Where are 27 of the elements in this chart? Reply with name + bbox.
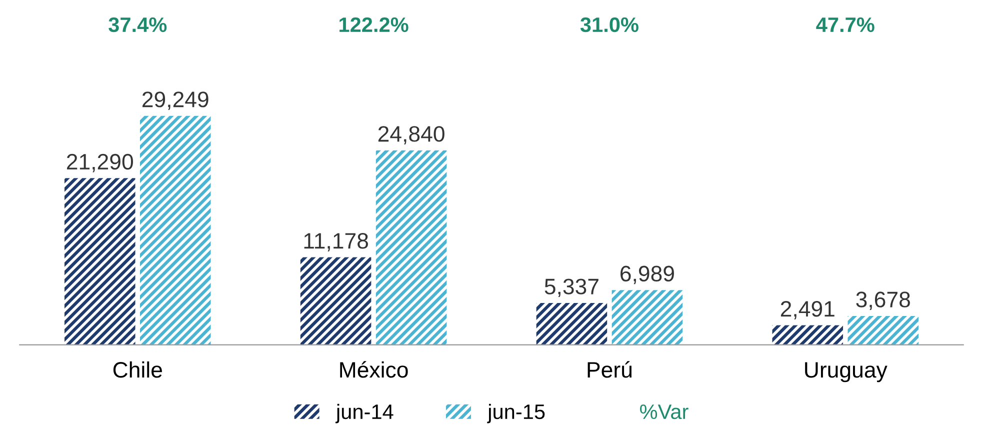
bar bbox=[848, 316, 919, 345]
bar bbox=[772, 325, 844, 345]
bar bbox=[64, 178, 136, 345]
data-label: 21,290 bbox=[67, 154, 133, 172]
data-label: 11,178 bbox=[304, 232, 368, 252]
data-label: 6,989 bbox=[620, 266, 674, 284]
legend-title: %Var bbox=[640, 404, 688, 420]
data-label: 3,678 bbox=[856, 292, 910, 310]
text: 47.7% bbox=[816, 17, 874, 32]
data-label: 2,491 bbox=[780, 300, 834, 320]
bar bbox=[612, 290, 683, 345]
text: 31.0% bbox=[580, 17, 638, 32]
legend-label: jun-15 bbox=[487, 404, 545, 424]
x-tick-label: México bbox=[340, 361, 408, 378]
bar bbox=[140, 116, 211, 345]
data-label: 29,249 bbox=[142, 92, 208, 110]
x-tick-label: Chile bbox=[113, 361, 162, 378]
text: 37.4% bbox=[108, 17, 167, 32]
data-label: 5,337 bbox=[544, 278, 598, 298]
bar bbox=[376, 150, 447, 345]
data-label: 24,840 bbox=[378, 126, 444, 144]
bar bbox=[300, 257, 372, 345]
text: 122.2% bbox=[340, 17, 408, 32]
x-tick-label: Perú bbox=[588, 361, 632, 378]
x-tick-label: Uruguay bbox=[805, 362, 888, 382]
legend-label: jun-14 bbox=[335, 404, 394, 424]
bar bbox=[536, 302, 608, 345]
